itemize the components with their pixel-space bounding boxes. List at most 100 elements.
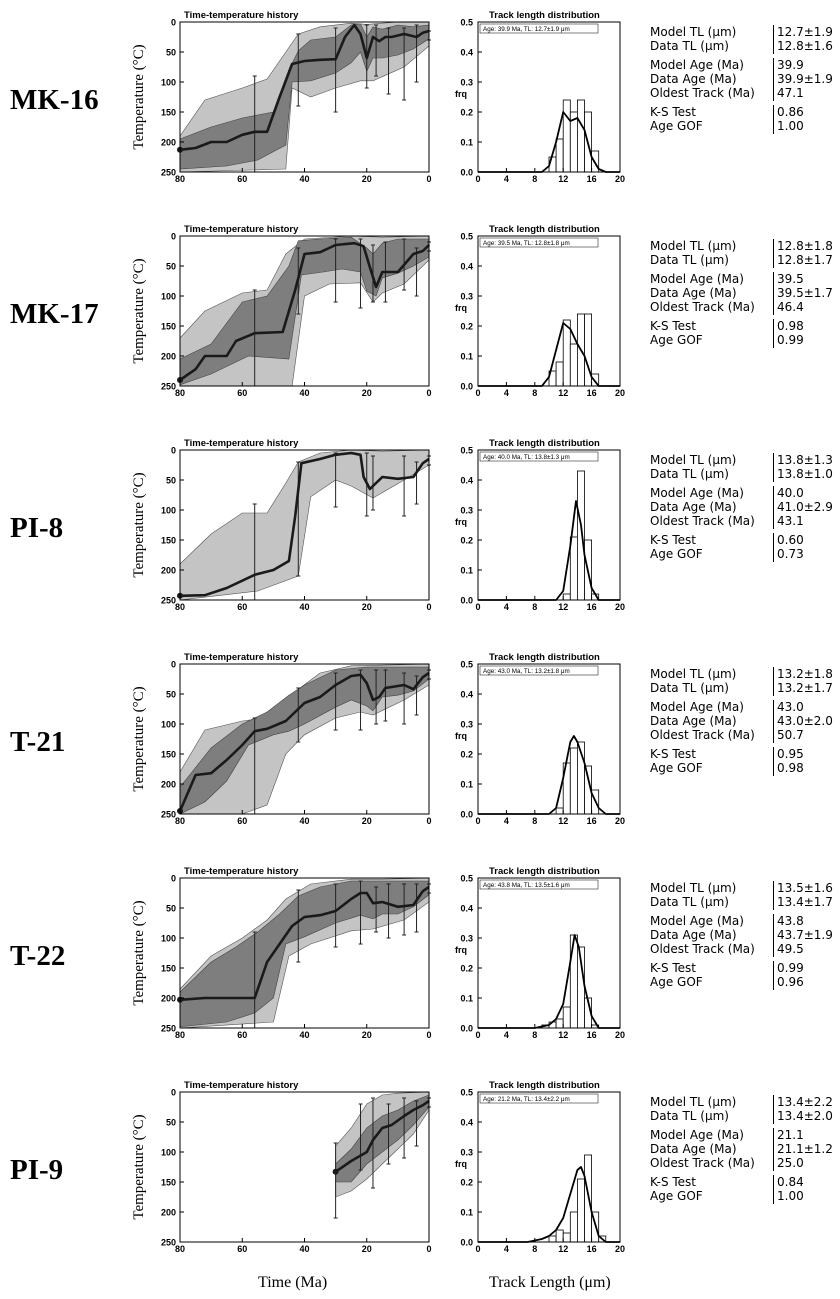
tt-y-tick-label: 50 (166, 476, 176, 486)
stat-value: 21.1±1.2 (773, 1142, 833, 1157)
tt-x-tick-label: 60 (237, 174, 247, 184)
tl-annotation-box (479, 1093, 599, 1104)
stat-label: Model Age (Ma) (650, 486, 744, 500)
tl-annotation-box (479, 237, 599, 248)
stats-panel: Model TL (μm) 13.4±2.2 Data TL (μm) 13.4±2.… (650, 1095, 838, 1215)
best-fit-path (179, 23, 430, 152)
stat-label: Data Age (Ma) (650, 500, 737, 514)
stat-value: 50.7 (773, 728, 804, 743)
tl-y-tick-label: 0.3 (460, 1148, 473, 1158)
stat-label: Data TL (μm) (650, 467, 729, 481)
tt-x-tick-label: 80 (175, 388, 185, 398)
tl-x-tick-label: 4 (504, 1030, 509, 1040)
histogram-bar (569, 747, 578, 815)
tl-x-tick-label: 0 (475, 1030, 480, 1040)
tl-annotation: Age: 39.5 Ma, TL: 12.8±1.8 μm (483, 240, 570, 247)
histogram-bar (555, 807, 564, 815)
tt-x-tick-label: 40 (299, 602, 309, 612)
tt-y-axis-title: Temperature (°C) (131, 1114, 147, 1219)
histogram-bar (562, 1006, 571, 1029)
tl-y-tick-label: 0.5 (460, 660, 473, 670)
tl-annotation: Age: 43.0 Ma, TL: 13.2±1.8 μm (483, 668, 570, 675)
histogram-bar (548, 1235, 557, 1243)
tt-y-tick-label: 100 (161, 78, 176, 88)
tl-plot-frame (477, 663, 621, 815)
tt-x-axis-title: Time (Ma) (258, 1274, 328, 1291)
tl-y-tick-label: 0.3 (460, 506, 473, 516)
tt-panel-title: Time-temperature history (184, 1080, 299, 1091)
tl-x-tick-label: 8 (532, 1030, 537, 1040)
stat-value: 1.00 (773, 119, 804, 134)
stat-value: 13.2±1.7 (773, 681, 833, 696)
stat-value: 13.5±1.6 (773, 881, 833, 896)
tt-y-tick-label: 250 (161, 1238, 176, 1248)
tl-x-tick-label: 12 (558, 816, 568, 826)
tl-x-tick-label: 20 (615, 816, 625, 826)
tt-y-tick-label: 200 (161, 994, 176, 1004)
stat-value: 12.8±1.6 (773, 39, 833, 54)
stat-value: 0.96 (773, 975, 804, 990)
tl-y-tick-label: 0.5 (460, 232, 473, 242)
histogram-bar (569, 536, 578, 601)
stat-value: 43.1 (773, 514, 804, 529)
tl-y-tick-label: 0.2 (460, 750, 473, 760)
tl-x-tick-label: 16 (587, 1244, 597, 1254)
tl-y-tick-label: 0.3 (460, 934, 473, 944)
stat-value: 47.1 (773, 86, 804, 101)
tt-panel-title: Time-temperature history (184, 438, 299, 449)
stat-label: Data TL (μm) (650, 895, 729, 909)
tl-y-tick-label: 0.5 (460, 18, 473, 28)
tl-panel-title: Track length distribution (489, 438, 600, 449)
stat-value: 41.0±2.9 (773, 500, 833, 515)
tt-x-tick-label: 80 (175, 1030, 185, 1040)
tl-x-axis-title: Track Length (μm) (489, 1274, 611, 1291)
stat-label: K-S Test (650, 533, 697, 547)
tt-y-tick-label: 150 (161, 1178, 176, 1188)
stat-value: 43.7±1.9 (773, 928, 833, 943)
tl-plot-frame (477, 1091, 621, 1243)
tl-y-tick-label: 0.2 (460, 108, 473, 118)
stats-panel: Model TL (μm) 12.8±1.8 Data TL (μm) 12.8±1.… (650, 239, 838, 359)
tl-panel-title: Track length distribution (489, 866, 600, 877)
tt-x-tick-label: 20 (362, 174, 372, 184)
tt-x-tick-label: 80 (175, 1244, 185, 1254)
tt-x-tick-label: 20 (362, 602, 372, 612)
stat-label: K-S Test (650, 1175, 697, 1189)
tl-y-tick-label: 0.0 (460, 1024, 473, 1034)
sample-name: T-22 (10, 940, 65, 972)
tl-y-axis-title: frq (455, 89, 467, 99)
stat-value: 25.0 (773, 1156, 804, 1171)
tt-x-tick-label: 20 (362, 1030, 372, 1040)
model-length-curve (478, 322, 620, 387)
tl-annotation-box (479, 451, 599, 462)
stat-value: 39.5 (773, 272, 804, 287)
tl-y-tick-label: 0.4 (460, 690, 473, 700)
tl-x-tick-label: 20 (615, 388, 625, 398)
tt-y-tick-label: 250 (161, 382, 176, 392)
tt-y-tick-label: 200 (161, 352, 176, 362)
tl-y-tick-label: 0.3 (460, 78, 473, 88)
tl-y-tick-label: 0.2 (460, 536, 473, 546)
sample-name: MK-16 (10, 84, 99, 116)
stat-label: Model TL (μm) (650, 25, 737, 39)
tt-y-axis-title: Temperature (°C) (131, 686, 147, 791)
model-length-curve (478, 735, 620, 815)
stat-label: Data TL (μm) (650, 1109, 729, 1123)
stats-panel: Model TL (μm) 13.8±1.3 Data TL (μm) 13.8±1.… (650, 453, 838, 573)
histogram-bar (555, 138, 564, 173)
tl-x-tick-label: 16 (587, 174, 597, 184)
stat-label: Model TL (μm) (650, 239, 737, 253)
tl-annotation: Age: 40.0 Ma, TL: 13.8±1.3 μm (483, 454, 570, 461)
stat-value: 46.4 (773, 300, 804, 315)
stat-label: Age GOF (650, 761, 703, 775)
tl-x-tick-label: 4 (504, 174, 509, 184)
tt-panel-title: Time-temperature history (184, 652, 299, 663)
tt-y-tick-label: 250 (161, 596, 176, 606)
tt-y-axis-title: Temperature (°C) (131, 900, 147, 1005)
stat-label: K-S Test (650, 961, 697, 975)
histogram-bar (569, 1211, 578, 1243)
tt-panel-title: Time-temperature history (184, 10, 299, 21)
stat-label: K-S Test (650, 105, 697, 119)
tl-y-tick-label: 0.2 (460, 1178, 473, 1188)
tt-y-tick-label: 150 (161, 964, 176, 974)
